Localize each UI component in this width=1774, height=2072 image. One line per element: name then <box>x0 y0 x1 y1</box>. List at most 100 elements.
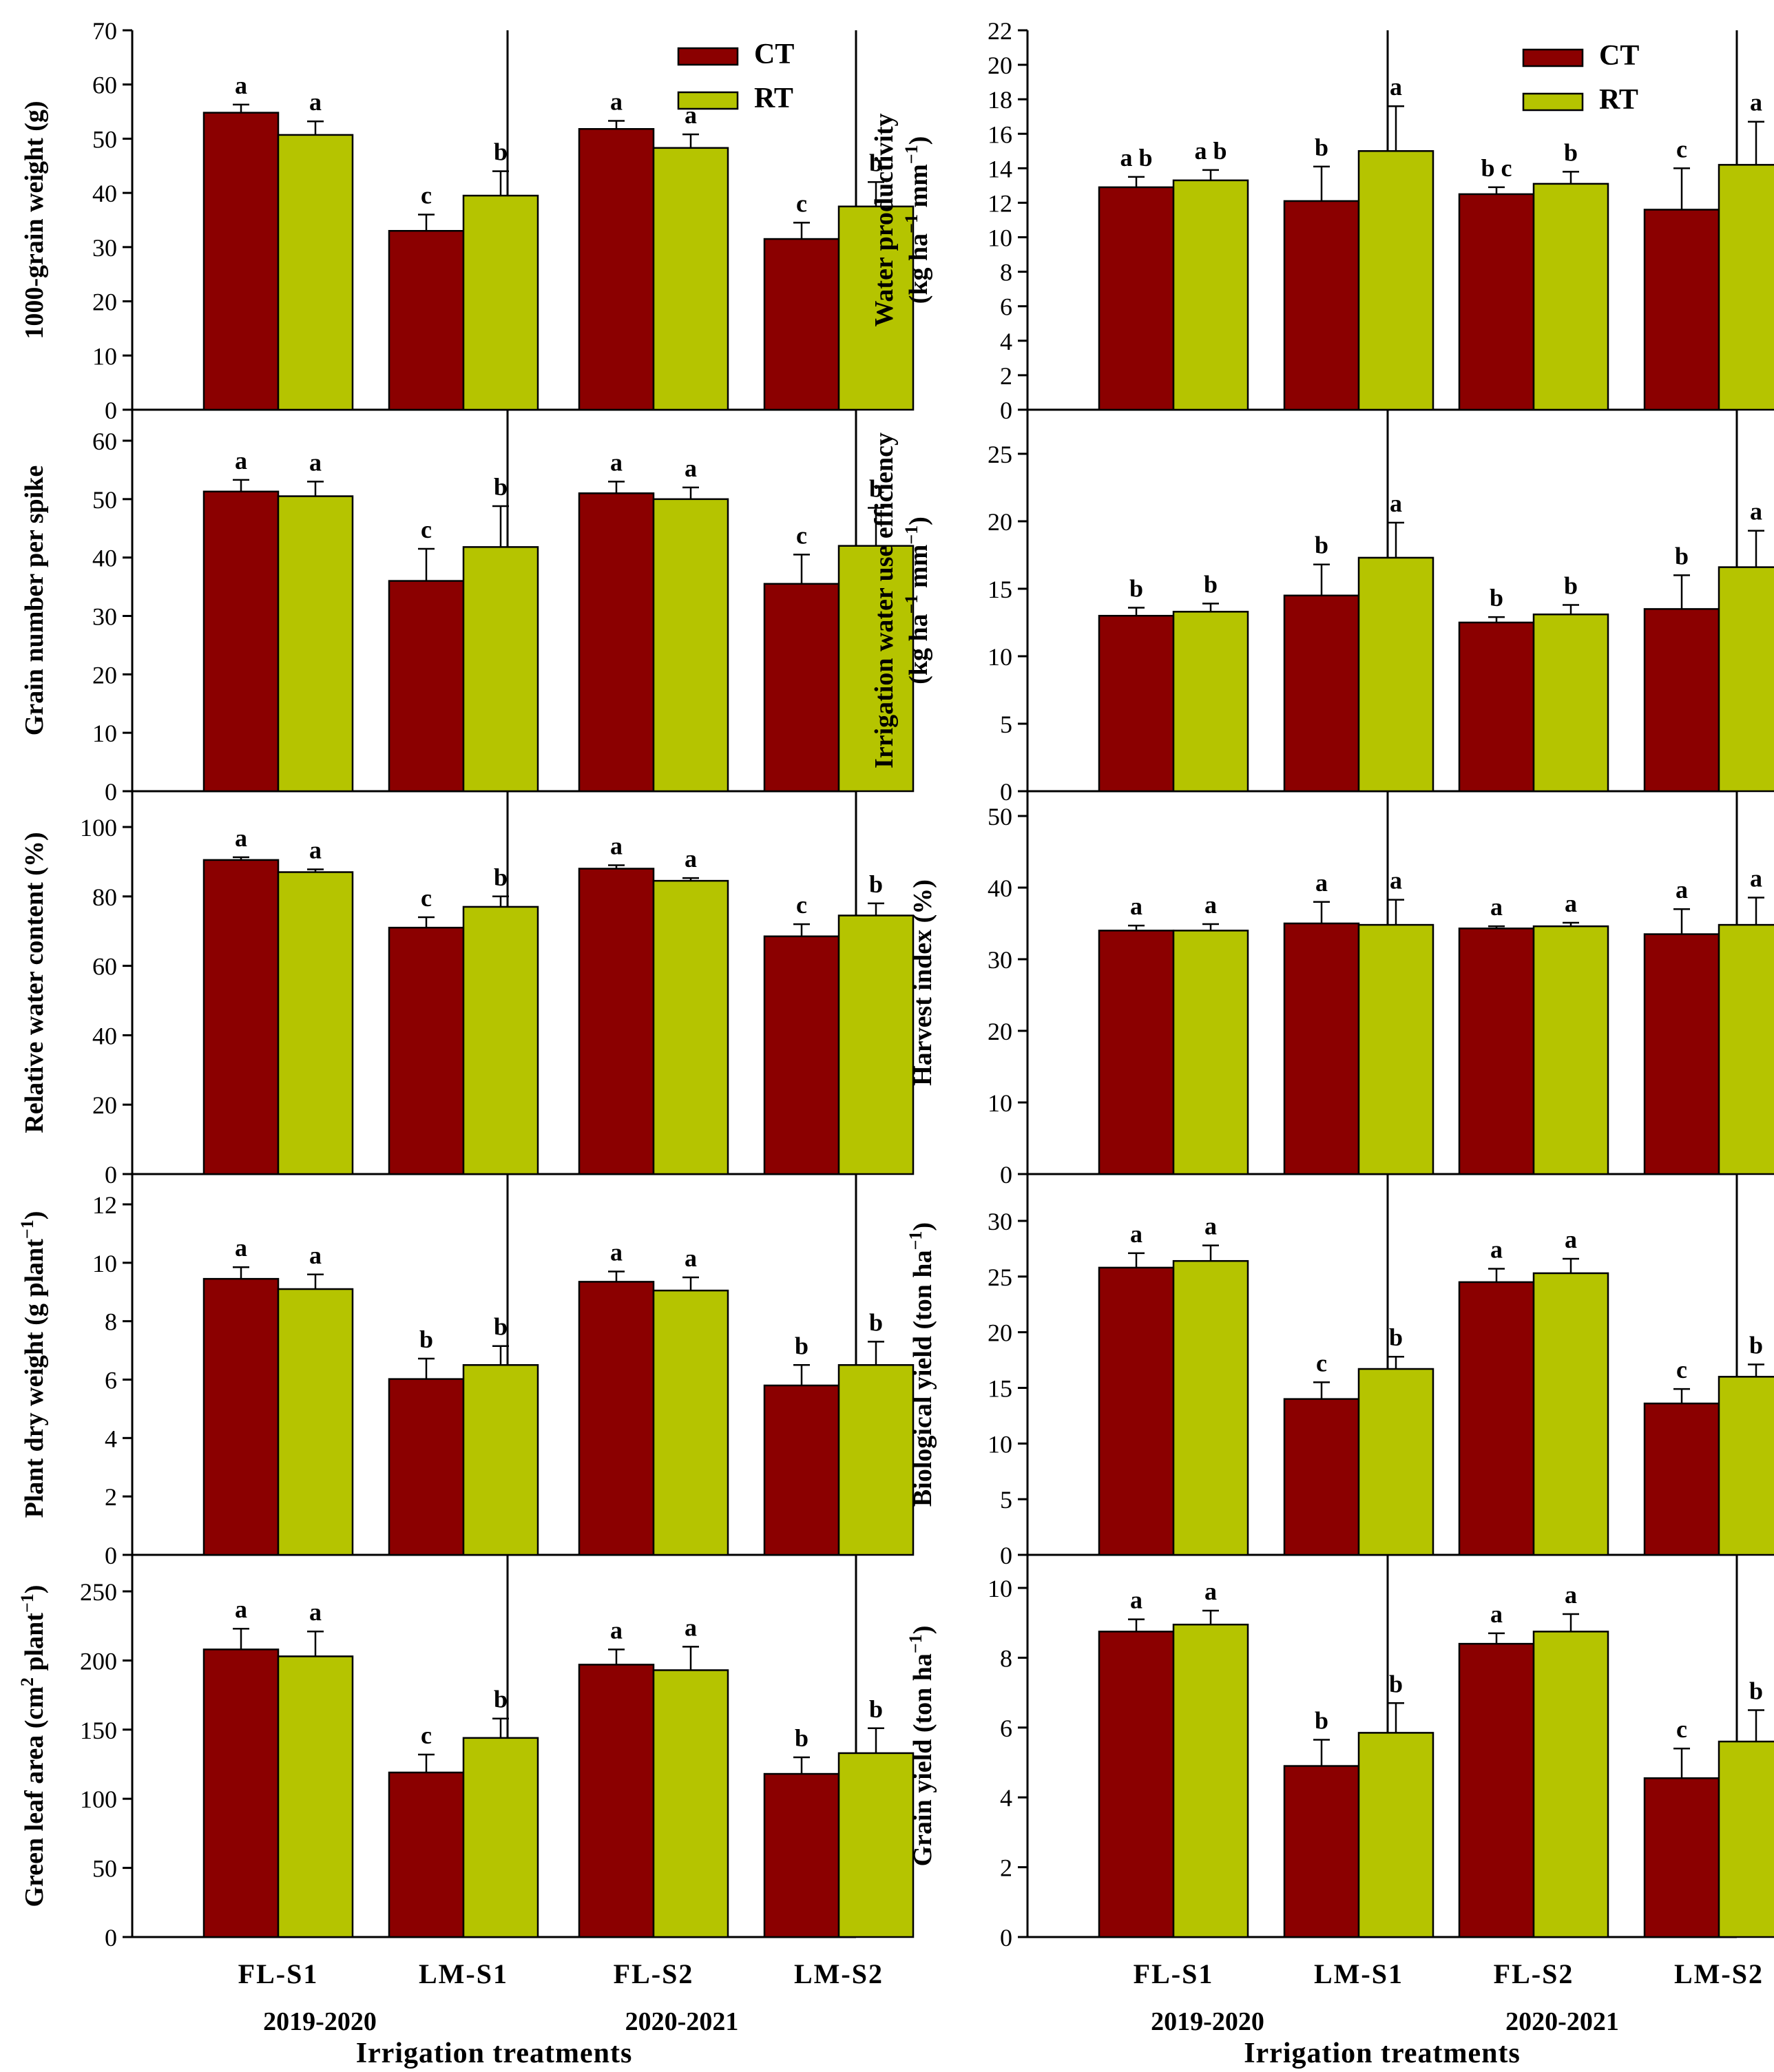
bar-CT-LM-S1 <box>1283 594 1360 793</box>
bar-CT-FL-S2 <box>578 128 655 411</box>
bar-CT-LM-S2 <box>763 1384 840 1556</box>
significance-letter: a <box>1750 865 1762 892</box>
significance-letter: a <box>1490 1600 1503 1628</box>
bar-CT-FL-S1 <box>1098 1631 1175 1938</box>
y-axis-label: Biological yield (ton ha−1) <box>906 1222 938 1507</box>
y-axis-label-part: ) <box>908 1222 937 1231</box>
significance-letter: a <box>1750 498 1762 525</box>
bar-CT-FL-S1 <box>202 1277 280 1556</box>
significance-letter: a <box>309 1242 322 1269</box>
y-axis-label-line1: Irrigation water use efficiency <box>870 432 899 768</box>
y-tick-label: 12 <box>92 1191 117 1219</box>
y-tick-label: 20 <box>92 1091 117 1119</box>
y-tick-label: 0 <box>105 1542 117 1569</box>
bar-RT-LM-S2 <box>837 1364 915 1556</box>
bar-RT-FL-S1 <box>1172 179 1249 411</box>
significance-letter: a <box>235 1234 247 1262</box>
y-tick-label: 15 <box>988 1375 1012 1403</box>
bar-RT-LM-S1 <box>462 194 539 411</box>
significance-letter: b <box>494 1686 508 1713</box>
bar-CT-LM-S2 <box>763 1772 840 1938</box>
significance-letter: b <box>1389 1670 1403 1697</box>
bar-RT-LM-S1 <box>1357 923 1434 1175</box>
significance-letter: b <box>419 1326 433 1353</box>
y-tick-label: 8 <box>1000 259 1012 286</box>
significance-letter: a <box>1565 890 1577 917</box>
y-axis-label-part: Harvest index (%) <box>908 879 937 1086</box>
significance-letter: a <box>1390 73 1402 101</box>
bar-RT-FL-S1 <box>1172 1623 1249 1938</box>
significance-letter: a <box>309 836 322 864</box>
bar-CT-FL-S2 <box>578 868 655 1175</box>
y-tick-label: 0 <box>1000 397 1012 424</box>
y-tick-label: 30 <box>92 234 117 262</box>
bar-RT-FL-S1 <box>277 1288 354 1556</box>
y-axis-label-line2: (kg ha−1 mm−1) <box>901 136 934 304</box>
y-axis-label-part: −1 <box>901 525 921 545</box>
bar-RT-FL-S1 <box>277 134 354 411</box>
y-axis-label: Plant dry weight (g plant−1) <box>17 1211 50 1518</box>
x-year-label: 2020-2021 <box>1505 2007 1619 2036</box>
bar-CT-FL-S2 <box>1458 1281 1535 1556</box>
y-tick-label: 4 <box>1000 328 1012 355</box>
significance-letter: c <box>421 884 432 912</box>
significance-letter: c <box>421 1722 432 1749</box>
significance-letter: a <box>610 1239 623 1266</box>
bar-CT-FL-S1 <box>202 112 280 411</box>
significance-letter: b <box>1315 532 1328 559</box>
significance-letter: a <box>1204 891 1217 919</box>
bar-RT-LM-S2 <box>837 1752 915 1938</box>
y-axis-label-part: (kg ha <box>904 233 933 304</box>
significance-letter: a <box>610 1616 623 1644</box>
x-category-label: LM-S1 <box>419 1958 508 1989</box>
bar-RT-LM-S1 <box>1357 1368 1434 1556</box>
legend-label-RT: RT <box>1599 84 1638 116</box>
y-tick-label: 0 <box>1000 1542 1012 1569</box>
bar-RT-FL-S2 <box>1532 925 1609 1175</box>
y-tick-label: 25 <box>988 1264 1012 1291</box>
significance-letter: b c <box>1481 154 1512 182</box>
bar-CT-FL-S1 <box>1098 1266 1175 1556</box>
bar-CT-FL-S1 <box>202 859 280 1175</box>
y-tick-label: 0 <box>105 778 117 806</box>
chart-panel-grain-number: 0 10 20 30 40 50 60 Grain number per spike a a c b a… <box>20 410 915 806</box>
significance-letter: a <box>1315 869 1328 897</box>
significance-letter: a <box>235 824 247 852</box>
significance-letter: c <box>796 189 807 217</box>
y-tick-label: 20 <box>988 1319 1012 1347</box>
y-axis-label-part: −1 <box>906 1634 926 1653</box>
bar-RT-LM-S1 <box>1357 556 1434 793</box>
y-axis-label-part: ) <box>908 1626 937 1635</box>
x-category-label: FL-S1 <box>238 1958 319 1989</box>
significance-letter: a <box>1390 867 1402 894</box>
bar-CT-LM-S1 <box>388 229 465 411</box>
significance-letter: c <box>796 521 807 549</box>
y-tick-label: 10 <box>92 1250 117 1277</box>
y-tick-label: 22 <box>988 17 1012 45</box>
y-axis-label-part: −1 <box>17 1593 37 1613</box>
significance-letter: a <box>685 1613 697 1641</box>
y-tick-label: 80 <box>92 883 117 911</box>
chart-panel-grain-yield: 0 2 4 6 8 10 Grain yield (ton ha−1) a a b b a a c b <box>906 1555 1774 1951</box>
bar-CT-FL-S2 <box>578 1281 655 1556</box>
y-axis-label-part: ) <box>904 516 933 525</box>
y-tick-label: 6 <box>1000 1715 1012 1742</box>
chart-panel-relative-water-content: 0 20 40 60 80 100 Relative water content (%) a a… <box>20 791 915 1189</box>
chart-panel-green-leaf-area: 0 50 100 150 200 250 Green leaf area (cm2 plan… <box>17 1555 915 1951</box>
y-tick-label: 200 <box>80 1647 117 1675</box>
y-tick-label: 20 <box>988 508 1012 536</box>
y-tick-label: 40 <box>988 875 1012 902</box>
chart-panel-irrigation-water-use-efficiency: 0 5 10 15 20 25 Irrigation water use efficienc… <box>870 410 1774 806</box>
y-tick-label: 20 <box>92 289 117 316</box>
y-tick-label: 20 <box>988 52 1012 79</box>
y-tick-label: 0 <box>1000 1924 1012 1951</box>
significance-letter: a <box>1390 490 1402 517</box>
bar-CT-LM-S1 <box>1283 1765 1360 1938</box>
significance-letter: b <box>869 1695 883 1723</box>
y-tick-label: 10 <box>988 224 1012 252</box>
x-category-label: FL-S1 <box>1134 1958 1214 1989</box>
y-axis-label: Relative water content (%) <box>20 832 49 1133</box>
significance-letter: b <box>1315 134 1328 161</box>
legend-swatch-RT <box>677 91 739 110</box>
bar-CT-LM-S2 <box>1643 1402 1720 1556</box>
